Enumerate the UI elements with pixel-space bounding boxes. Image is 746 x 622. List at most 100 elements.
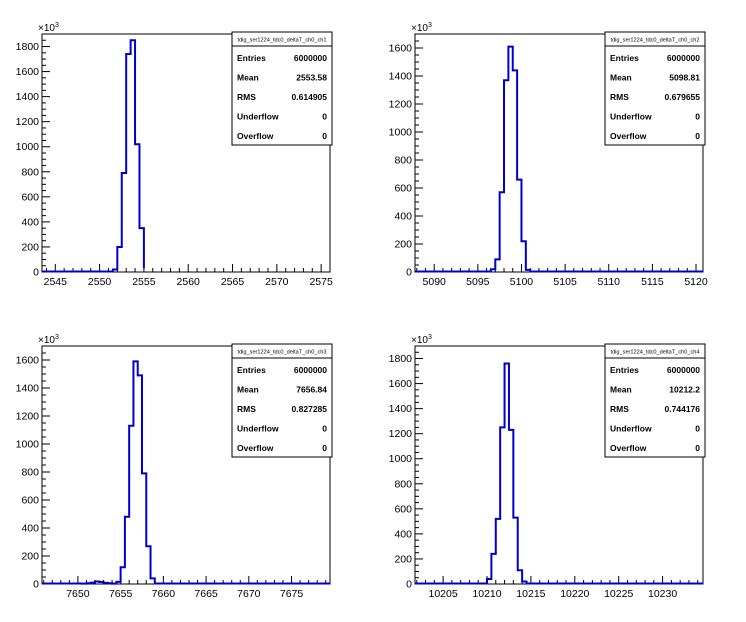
y-exponent-label: ×103 <box>411 334 432 346</box>
x-tick-label: 10215 <box>516 588 545 600</box>
histogram-series-line <box>42 39 145 273</box>
x-tick-label: 10220 <box>560 588 589 600</box>
x-tick-label: 5095 <box>466 276 490 288</box>
stats-value-underflow: 0 <box>322 424 327 434</box>
x-tick-label: 7670 <box>237 588 261 600</box>
x-tick-label: 2555 <box>132 276 156 288</box>
histogram-series-line <box>415 45 703 273</box>
y-tick-label: 0 <box>406 267 412 279</box>
x-tick-label: 2545 <box>44 276 68 288</box>
y-tick-label: 1600 <box>389 378 413 390</box>
histogram-series-line <box>415 362 703 585</box>
stats-value-entries: 6000000 <box>294 365 327 375</box>
stats-value-underflow: 0 <box>695 424 700 434</box>
stats-box <box>231 31 333 146</box>
stats-value-underflow: 0 <box>695 112 700 122</box>
stats-label-overflow: Overflow <box>237 443 274 453</box>
y-tick-label: 1000 <box>16 141 40 153</box>
stats-label-rms: RMS <box>237 92 256 102</box>
y-tick-label: 600 <box>394 183 412 195</box>
x-tick-label: 7660 <box>152 588 176 600</box>
stats-label-rms: RMS <box>610 92 629 102</box>
y-tick-label: 200 <box>21 551 39 563</box>
y-tick-label: 200 <box>21 241 39 253</box>
stats-value-rms: 0.614905 <box>292 92 328 102</box>
stats-value-entries: 6000000 <box>667 365 700 375</box>
y-tick-label: 1000 <box>389 453 413 465</box>
y-tick-label: 1400 <box>389 403 413 415</box>
stats-value-overflow: 0 <box>695 443 700 453</box>
y-tick-label: 800 <box>21 166 39 178</box>
stats-label-overflow: Overflow <box>610 443 647 453</box>
y-tick-label: 1600 <box>16 66 40 78</box>
stats-label-mean: Mean <box>610 73 632 83</box>
histogram-pad-4: 10205 10210 10215 10220 10225 10230 0 200 400 600… <box>389 334 706 600</box>
stats-value-mean: 10212.2 <box>669 385 700 395</box>
stats-label-rms: RMS <box>237 404 256 414</box>
x-tick-label: 2565 <box>221 276 245 288</box>
stats-value-mean: 7656.84 <box>296 385 327 395</box>
y-tick-label: 400 <box>394 528 412 540</box>
stats-value-overflow: 0 <box>322 443 327 453</box>
y-exponent-label: ×103 <box>38 22 59 34</box>
y-tick-label: 600 <box>21 191 39 203</box>
y-tick-label: 1200 <box>389 99 413 111</box>
stats-label-entries: Entries <box>237 53 266 63</box>
y-tick-label: 200 <box>394 239 412 251</box>
histogram-title: tdig_ser1224_tdc0_deltaT_ch0_ch3 <box>238 350 327 356</box>
stats-label-rms: RMS <box>610 404 629 414</box>
stats-value-underflow: 0 <box>322 112 327 122</box>
y-tick-label: 0 <box>33 579 39 591</box>
y-tick-label: 200 <box>394 553 412 565</box>
stats-value-overflow: 0 <box>322 131 327 141</box>
stats-label-overflow: Overflow <box>610 131 647 141</box>
stats-box <box>604 343 706 458</box>
stats-value-entries: 6000000 <box>667 53 700 63</box>
y-tick-label: 800 <box>394 478 412 490</box>
x-tick-label: 5090 <box>423 276 447 288</box>
x-tick-label: 5105 <box>553 276 577 288</box>
stats-value-rms: 0.744176 <box>665 404 701 414</box>
y-tick-label: 1200 <box>389 428 413 440</box>
stats-value-entries: 6000000 <box>294 53 327 63</box>
x-tick-label: 5115 <box>641 276 664 288</box>
stats-label-underflow: Underflow <box>610 112 652 122</box>
stats-box <box>231 343 333 458</box>
stats-label-entries: Entries <box>237 365 266 375</box>
y-tick-label: 1000 <box>389 127 413 139</box>
x-tick-label: 5100 <box>510 276 534 288</box>
y-tick-label: 1800 <box>389 353 413 365</box>
x-tick-label: 10225 <box>604 588 633 600</box>
stats-value-mean: 2553.58 <box>296 73 327 83</box>
x-tick-label: 10210 <box>472 588 501 600</box>
y-tick-label: 1400 <box>16 91 40 103</box>
x-tick-label: 2570 <box>265 276 289 288</box>
y-tick-label: 800 <box>21 467 39 479</box>
x-tick-label: 2560 <box>177 276 201 288</box>
y-tick-label: 1200 <box>16 411 40 423</box>
x-tick-label: 7655 <box>109 588 133 600</box>
stats-label-mean: Mean <box>610 385 632 395</box>
y-tick-label: 1400 <box>16 383 40 395</box>
x-tick-label: 2575 <box>309 276 333 288</box>
stats-label-mean: Mean <box>237 73 259 83</box>
y-tick-label: 600 <box>394 503 412 515</box>
y-tick-label: 1800 <box>16 41 40 53</box>
y-exponent-label: ×103 <box>411 22 432 34</box>
x-tick-label: 2550 <box>88 276 112 288</box>
histogram-title: tdig_ser1224_tdc0_deltaT_ch0_ch4 <box>611 350 700 356</box>
y-tick-label: 0 <box>33 267 39 279</box>
y-tick-label: 400 <box>394 211 412 223</box>
y-tick-label: 1000 <box>16 439 40 451</box>
stats-label-entries: Entries <box>610 365 639 375</box>
y-tick-label: 400 <box>21 216 39 228</box>
y-exponent-label: ×103 <box>38 334 59 346</box>
x-tick-label: 5110 <box>597 276 620 288</box>
y-tick-label: 800 <box>394 155 412 167</box>
histogram-title: tdig_ser1224_tdc0_deltaT_ch0_ch2 <box>611 38 700 44</box>
histogram-title: tdig_ser1224_tdc0_deltaT_ch0_ch1 <box>238 38 327 44</box>
stats-value-mean: 5098.81 <box>669 73 700 83</box>
x-tick-label: 10205 <box>428 588 457 600</box>
y-tick-label: 0 <box>406 579 412 591</box>
stats-label-overflow: Overflow <box>237 131 274 141</box>
